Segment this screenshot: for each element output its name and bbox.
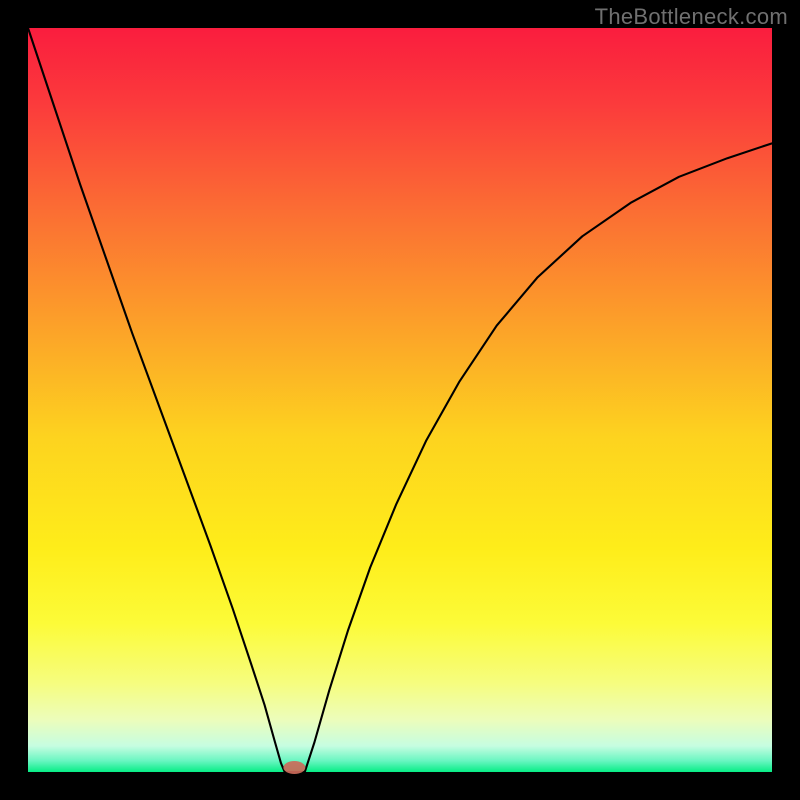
chart-svg [0, 0, 800, 800]
gradient-background [28, 28, 772, 772]
watermark-label: TheBottleneck.com [595, 4, 788, 30]
minimum-marker [283, 761, 305, 774]
chart-frame: TheBottleneck.com [0, 0, 800, 800]
